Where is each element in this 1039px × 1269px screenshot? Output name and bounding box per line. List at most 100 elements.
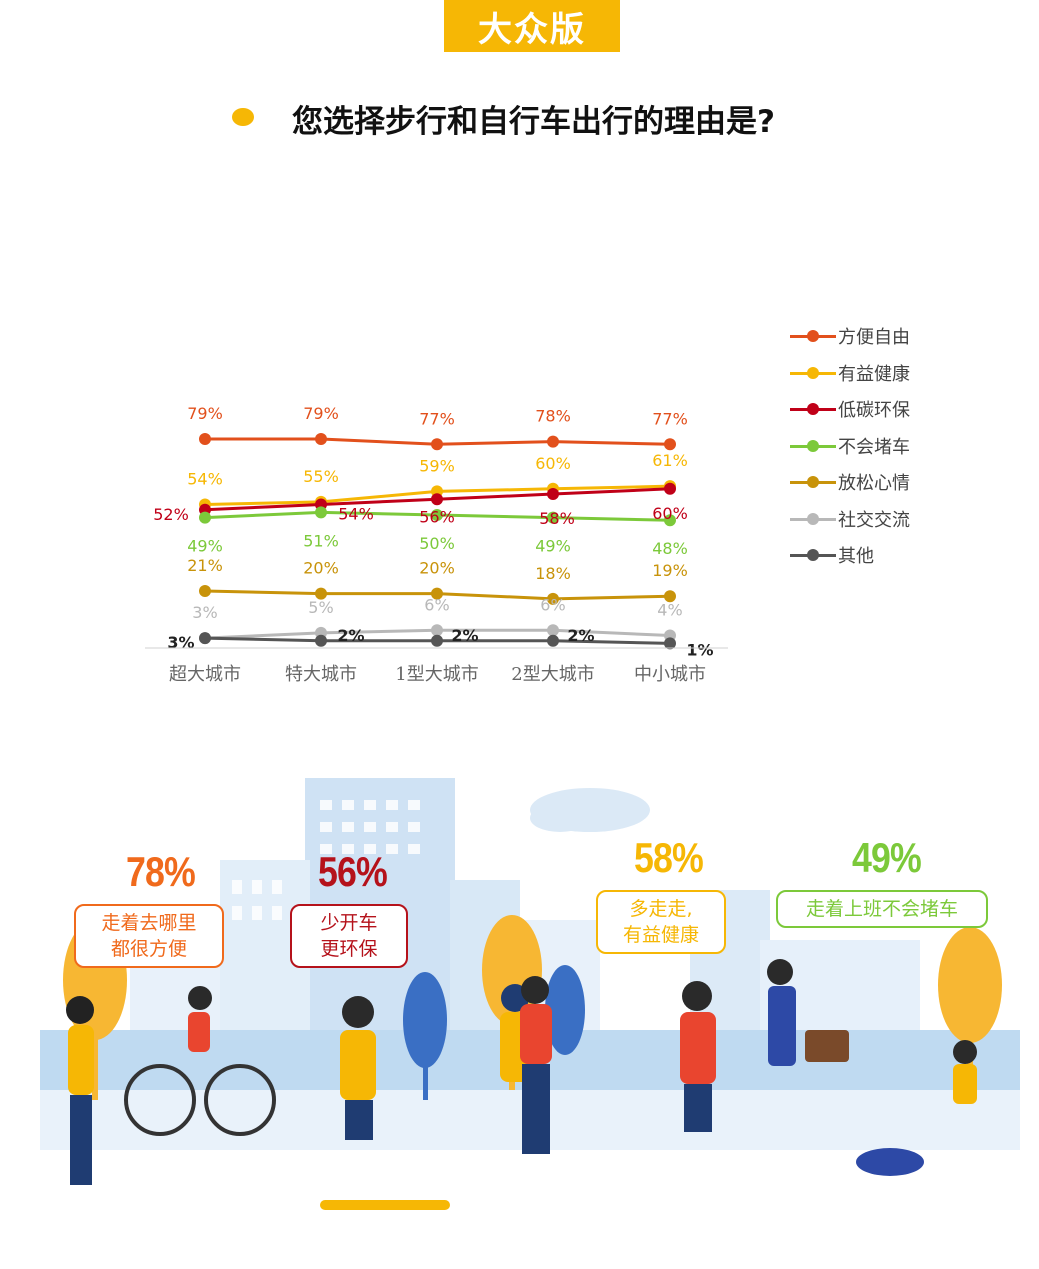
legend-item: 其他 bbox=[790, 537, 910, 574]
stat-percent-no-traffic: 49% bbox=[852, 834, 922, 881]
city-scene-graphic bbox=[40, 778, 1020, 1210]
legend-item: 低碳环保 bbox=[790, 391, 910, 428]
legend-item: 放松心情 bbox=[790, 464, 910, 501]
data-point bbox=[547, 592, 559, 605]
data-label: 2% bbox=[451, 626, 478, 645]
legend-item: 不会堵车 bbox=[790, 428, 910, 465]
data-label: 61% bbox=[652, 451, 688, 470]
legend-label: 有益健康 bbox=[838, 363, 910, 385]
x-tick-label: 1型大城市 bbox=[395, 664, 478, 685]
data-point bbox=[664, 438, 676, 451]
stat-percent-eco: 56% bbox=[318, 848, 388, 895]
speech-bubble-health: 多走走, 有益健康 bbox=[596, 890, 726, 954]
data-point bbox=[664, 482, 676, 495]
data-point bbox=[431, 624, 443, 637]
data-point bbox=[664, 637, 676, 650]
data-label: 52% bbox=[153, 505, 189, 524]
data-label: 19% bbox=[652, 561, 688, 580]
data-label: 77% bbox=[652, 409, 688, 428]
data-label: 79% bbox=[187, 404, 223, 423]
data-label: 18% bbox=[535, 564, 571, 583]
data-label: 6% bbox=[540, 595, 565, 614]
legend-item: 方便自由 bbox=[790, 318, 910, 355]
data-label: 20% bbox=[419, 559, 455, 578]
data-label: 49% bbox=[187, 537, 223, 556]
bubble-line: 走着去哪里 bbox=[101, 912, 197, 934]
bubble-line: 多走走, bbox=[629, 898, 693, 920]
legend-swatch bbox=[790, 329, 836, 343]
data-label: 5% bbox=[308, 598, 333, 617]
legend-label: 低碳环保 bbox=[838, 400, 910, 422]
speech-bubble-eco: 少开车 更环保 bbox=[290, 904, 408, 968]
x-tick-label: 中小城市 bbox=[634, 664, 706, 685]
stat-percent-health: 58% bbox=[634, 834, 704, 881]
data-label: 56% bbox=[419, 507, 455, 526]
question-title: 您选择步行和自行车出行的理由是? bbox=[292, 104, 775, 140]
data-label: 58% bbox=[539, 509, 575, 528]
x-tick-label: 2型大城市 bbox=[511, 664, 594, 685]
data-point bbox=[431, 587, 443, 600]
city-illustration: 78% 走着去哪里 都很方便 56% 少开车 更环保 58% 多走走, 有益健康… bbox=[0, 740, 1039, 1265]
data-label: 60% bbox=[535, 454, 571, 473]
data-label: 59% bbox=[419, 456, 455, 475]
data-point bbox=[315, 587, 327, 600]
bubble-line: 走着上班不会堵车 bbox=[805, 898, 958, 920]
chart-legend: 方便自由有益健康低碳环保不会堵车放松心情社交交流其他 bbox=[790, 318, 910, 574]
data-point bbox=[199, 632, 211, 645]
data-point bbox=[547, 634, 559, 647]
data-label: 20% bbox=[303, 559, 339, 578]
data-label: 78% bbox=[535, 407, 571, 426]
legend-label: 社交交流 bbox=[838, 509, 910, 531]
data-point bbox=[315, 506, 327, 519]
legend-label: 放松心情 bbox=[838, 473, 910, 495]
data-point bbox=[547, 435, 559, 448]
legend-label: 其他 bbox=[838, 546, 874, 568]
data-label: 50% bbox=[419, 534, 455, 553]
data-point bbox=[431, 509, 443, 521]
data-label: 2% bbox=[337, 626, 364, 645]
speech-bubble-no-traffic: 走着上班不会堵车 bbox=[776, 890, 988, 928]
data-point bbox=[664, 590, 676, 603]
data-label: 54% bbox=[338, 505, 374, 524]
x-tick-label: 特大城市 bbox=[285, 664, 357, 685]
data-point bbox=[199, 433, 211, 446]
data-label: 48% bbox=[652, 539, 688, 558]
data-point bbox=[315, 634, 327, 647]
legend-swatch bbox=[790, 439, 836, 453]
legend-swatch bbox=[790, 512, 836, 526]
data-label: 49% bbox=[535, 537, 571, 556]
data-point bbox=[547, 624, 559, 637]
data-label: 2% bbox=[567, 626, 594, 645]
data-label: 6% bbox=[424, 595, 449, 614]
data-label: 54% bbox=[187, 470, 223, 489]
x-tick-label: 超大城市 bbox=[169, 664, 241, 685]
data-label: 51% bbox=[303, 531, 339, 550]
data-point bbox=[199, 584, 211, 597]
speech-bubble-convenient: 走着去哪里 都很方便 bbox=[74, 904, 224, 968]
data-point bbox=[547, 511, 559, 524]
legend-swatch bbox=[790, 548, 836, 562]
data-label: 1% bbox=[686, 640, 713, 659]
legend-swatch bbox=[790, 475, 836, 489]
data-point bbox=[547, 488, 559, 501]
line-chart: 79% 79% 77% 78% 77% 54% 55% 59% 60% 61% 52% 54% 56% 5… bbox=[145, 404, 728, 685]
bubble-line: 更环保 bbox=[320, 938, 378, 960]
data-label: 79% bbox=[303, 404, 339, 423]
data-label: 21% bbox=[187, 556, 223, 575]
legend-swatch bbox=[790, 366, 836, 380]
data-label: 77% bbox=[419, 409, 455, 428]
legend-item: 有益健康 bbox=[790, 355, 910, 392]
data-point bbox=[431, 438, 443, 451]
data-label: 55% bbox=[303, 467, 339, 486]
legend-swatch bbox=[790, 402, 836, 416]
data-point bbox=[199, 511, 211, 524]
legend-label: 方便自由 bbox=[838, 327, 910, 349]
legend-label: 不会堵车 bbox=[838, 436, 910, 458]
bubble-line: 有益健康 bbox=[622, 924, 699, 946]
bubble-line: 少开车 bbox=[320, 912, 378, 934]
legend-item: 社交交流 bbox=[790, 501, 910, 538]
data-point bbox=[315, 433, 327, 446]
bubble-line: 都很方便 bbox=[110, 938, 187, 960]
data-label: 3% bbox=[192, 603, 217, 622]
data-point bbox=[431, 634, 443, 647]
